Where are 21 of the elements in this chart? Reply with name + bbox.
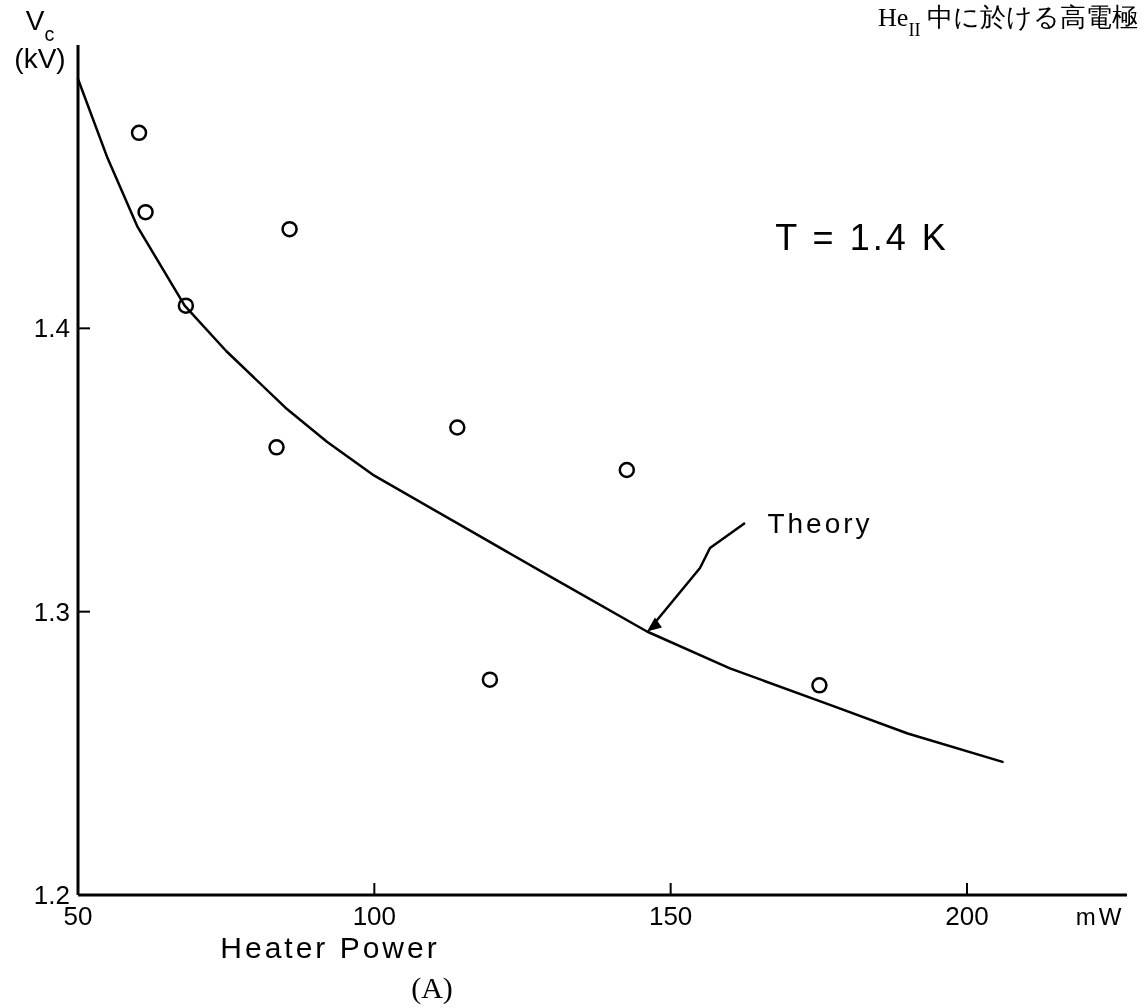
- y-tick-label: 1.3: [33, 596, 70, 627]
- point: [130, 124, 148, 142]
- point: [177, 297, 195, 314]
- point: [137, 203, 154, 221]
- x-tick-label: 200: [945, 901, 989, 931]
- text: mW: [1075, 903, 1125, 930]
- y-axis-title: V$_{c}$ (kV): [14, 5, 66, 74]
- x-tick-label: 100: [352, 901, 397, 931]
- point: [811, 677, 828, 694]
- x-axis-title: Heater Power: [220, 931, 440, 964]
- annotation: T = 1.4 K: [775, 217, 949, 258]
- text: He$_{II}$ 中に於ける高電極: [878, 3, 1138, 40]
- point: [618, 461, 636, 479]
- point: [449, 419, 466, 436]
- point: [281, 220, 298, 238]
- y-tick-label: 1.4: [33, 313, 70, 344]
- annotation: Theory: [767, 508, 873, 539]
- point: [481, 671, 499, 688]
- point: [268, 439, 285, 456]
- x-tick-label: 150: [648, 901, 693, 931]
- text: (A): [411, 971, 453, 1005]
